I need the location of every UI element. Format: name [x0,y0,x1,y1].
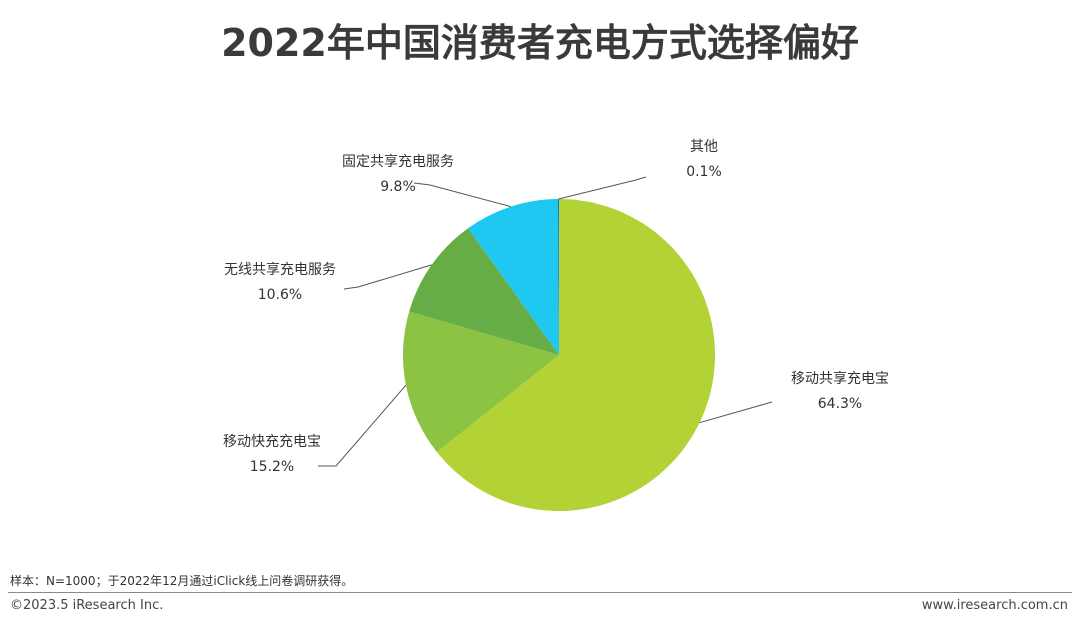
slice-label-4: 固定共享充电服务 [342,153,454,170]
leader-line-4 [413,182,511,208]
copyright-text: ©2023.5 iResearch Inc. [10,598,164,613]
leader-line-3 [343,264,432,290]
pie-slice-2 [402,311,559,453]
website-link[interactable]: www.iresearch.com.cn [921,598,1068,613]
pie-slice-5 [558,198,559,355]
slice-value-4: 9.8% [380,179,416,195]
slice-value-2: 15.2% [250,459,294,475]
pie-slice-3 [409,228,559,355]
slice-label-3: 无线共享充电服务 [224,261,336,278]
sample-note: 样本：N=1000；于2022年12月通过iClick线上问卷调研获得。 [10,574,354,588]
leader-line-5 [558,176,647,200]
pie-slice-4 [468,199,559,355]
slice-label-1: 移动共享充电宝 [791,370,889,387]
chart-title: 2022年中国消费者充电方式选择偏好 [221,21,859,65]
slice-value-1: 64.3% [818,396,862,412]
slice-label-5: 其他 [690,139,718,155]
slice-labels: 移动共享充电宝 64.3% 移动快充充电宝 15.2% 无线共享充电服务 10.6% 固定共… [223,139,889,475]
slice-value-3: 10.6% [258,287,302,303]
slice-label-2: 移动快充充电宝 [223,434,321,450]
leader-line-1 [699,401,773,424]
leader-lines [318,176,773,467]
pie-slice-1 [436,199,716,512]
pie-slices [402,198,716,512]
leader-line-2 [318,384,407,467]
footer-divider [8,592,1072,593]
slice-value-5: 0.1% [686,164,722,180]
